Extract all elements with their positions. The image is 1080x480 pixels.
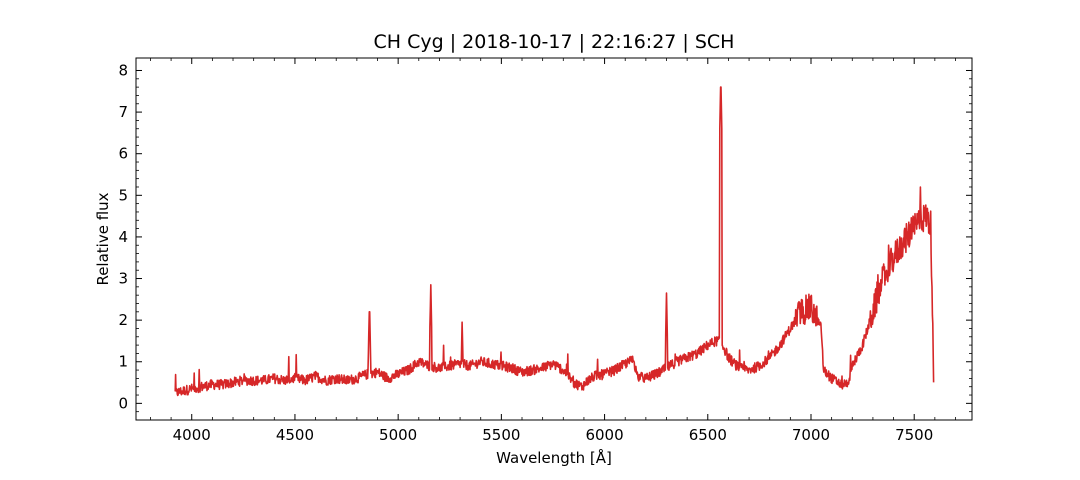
y-tick-label: 8 <box>118 61 128 79</box>
x-tick-label: 4000 <box>173 426 211 444</box>
x-axis-label: Wavelength [Å] <box>496 448 612 467</box>
x-tick-label: 6500 <box>689 426 727 444</box>
y-tick-label: 5 <box>118 186 128 204</box>
axis-tick-labels: 4000 4500 5000 5500 6000 6500 7000 7500 0 1 2 3 4 5 6 7… <box>118 61 933 444</box>
y-axis-label: Relative flux <box>94 192 112 285</box>
y-tick-label: 4 <box>118 228 128 246</box>
y-tick-label: 2 <box>118 311 128 329</box>
x-tick-label: 7000 <box>792 426 830 444</box>
x-tick-label: 5000 <box>379 426 417 444</box>
plot-area <box>174 86 935 397</box>
axes-frame <box>135 57 973 421</box>
y-tick-label: 0 <box>118 394 128 412</box>
x-tick-label: 4500 <box>276 426 314 444</box>
y-tick-label: 3 <box>118 270 128 288</box>
y-tick-label: 1 <box>118 353 128 371</box>
chart-title: CH Cyg | 2018-10-17 | 22:16:27 | SCH <box>374 31 735 53</box>
spectrum-line <box>174 86 935 397</box>
x-tick-label: 5500 <box>482 426 520 444</box>
x-tick-label: 6000 <box>585 426 623 444</box>
x-tick-label: 7500 <box>895 426 933 444</box>
y-tick-label: 6 <box>118 145 128 163</box>
y-tick-label: 7 <box>118 103 128 121</box>
